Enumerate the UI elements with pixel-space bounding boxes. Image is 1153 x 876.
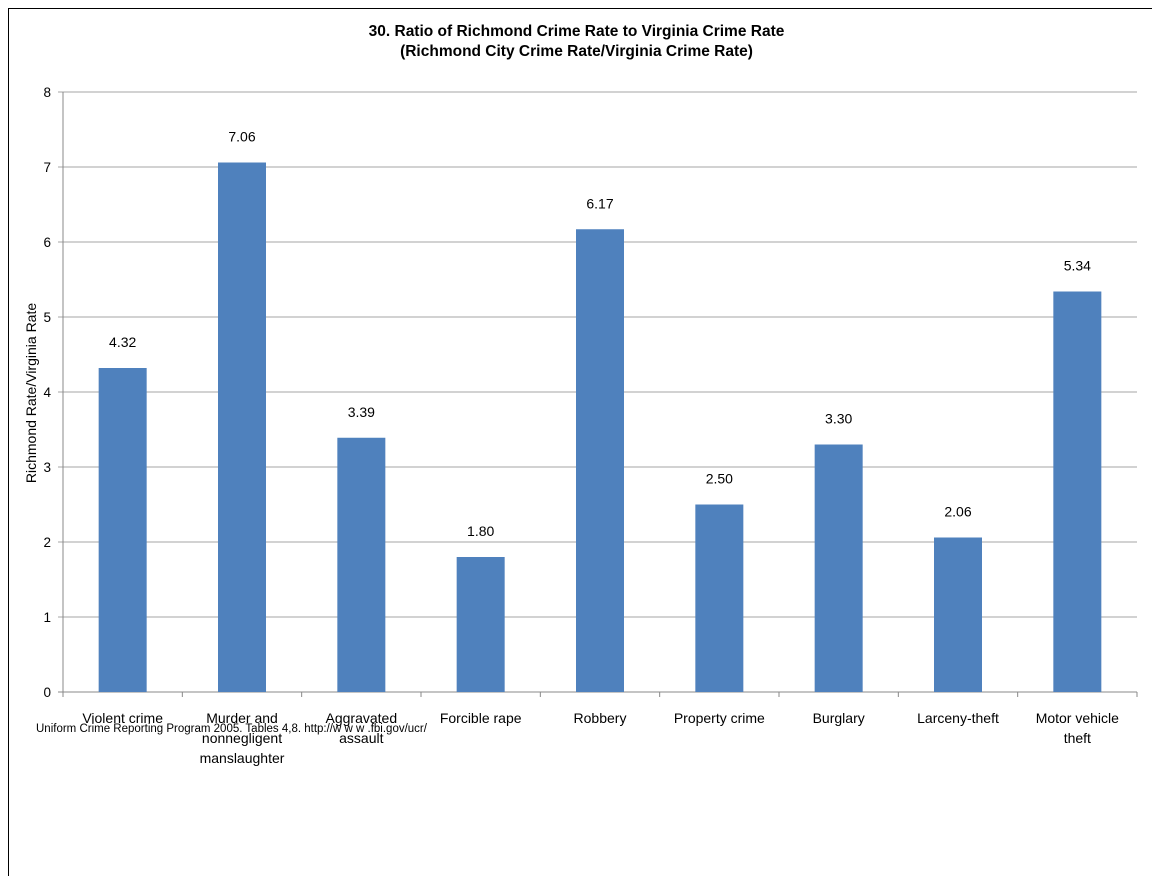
y-axis-ticks: 0 1 2 3 4 5 6 7 8 (43, 85, 51, 700)
bar (456, 557, 505, 692)
data-label: 7.06 (228, 129, 255, 145)
y-tick-label: 4 (43, 385, 51, 400)
bar (218, 162, 266, 692)
data-label: 5.34 (1064, 258, 1091, 274)
y-tick-label: 7 (43, 160, 51, 175)
y-tick-label: 3 (43, 460, 51, 475)
data-label: 4.32 (109, 334, 136, 350)
bar (934, 537, 982, 692)
bar (576, 229, 624, 692)
x-category-label: Aggravated assault (326, 710, 398, 746)
bar (98, 368, 147, 692)
bar (337, 437, 386, 692)
y-tick-label: 5 (43, 310, 51, 325)
x-category-label: Murder and nonnegligent manslaughter (200, 710, 285, 766)
bar (1053, 291, 1102, 692)
y-tick-label: 8 (43, 85, 51, 100)
x-category-label: Property crime (674, 710, 765, 726)
y-axis-label: Richmond Rate/Virginia Rate (23, 303, 39, 483)
chart-title: 30. Ratio of Richmond Crime Rate to Virg… (368, 23, 785, 40)
data-label: 6.17 (586, 195, 613, 211)
data-label: 1.80 (467, 523, 494, 539)
bar (814, 444, 863, 692)
y-tick-label: 2 (43, 535, 51, 550)
x-axis-categories: Violent crime Murder and nonnegligent mansl… (82, 710, 1119, 766)
x-category-label: Larceny-theft (917, 710, 999, 726)
y-tick-label: 6 (43, 235, 51, 250)
data-label: 2.50 (706, 471, 733, 487)
bars (98, 162, 1102, 692)
x-category-label: Forcible rape (440, 710, 522, 726)
data-label: 3.30 (825, 411, 852, 427)
bar (695, 504, 744, 692)
data-label: 3.39 (348, 404, 375, 420)
source-note: Uniform Crime Reporting Program 2005. Ta… (36, 723, 427, 735)
x-category-label: Motor vehicle theft (1036, 710, 1119, 746)
y-tick-label: 0 (43, 685, 51, 700)
x-category-label: Robbery (574, 710, 627, 726)
x-category-label: Burglary (813, 710, 865, 726)
chart-subtitle: (Richmond City Crime Rate/Virginia Crime… (400, 43, 753, 60)
y-tick-label: 1 (43, 610, 51, 625)
data-labels: 4.32 7.06 3.39 1.80 6.17 2.50 3.30 2.06 5.34 (109, 129, 1091, 540)
data-label: 2.06 (944, 504, 971, 520)
x-category-label: Violent crime (82, 710, 163, 726)
